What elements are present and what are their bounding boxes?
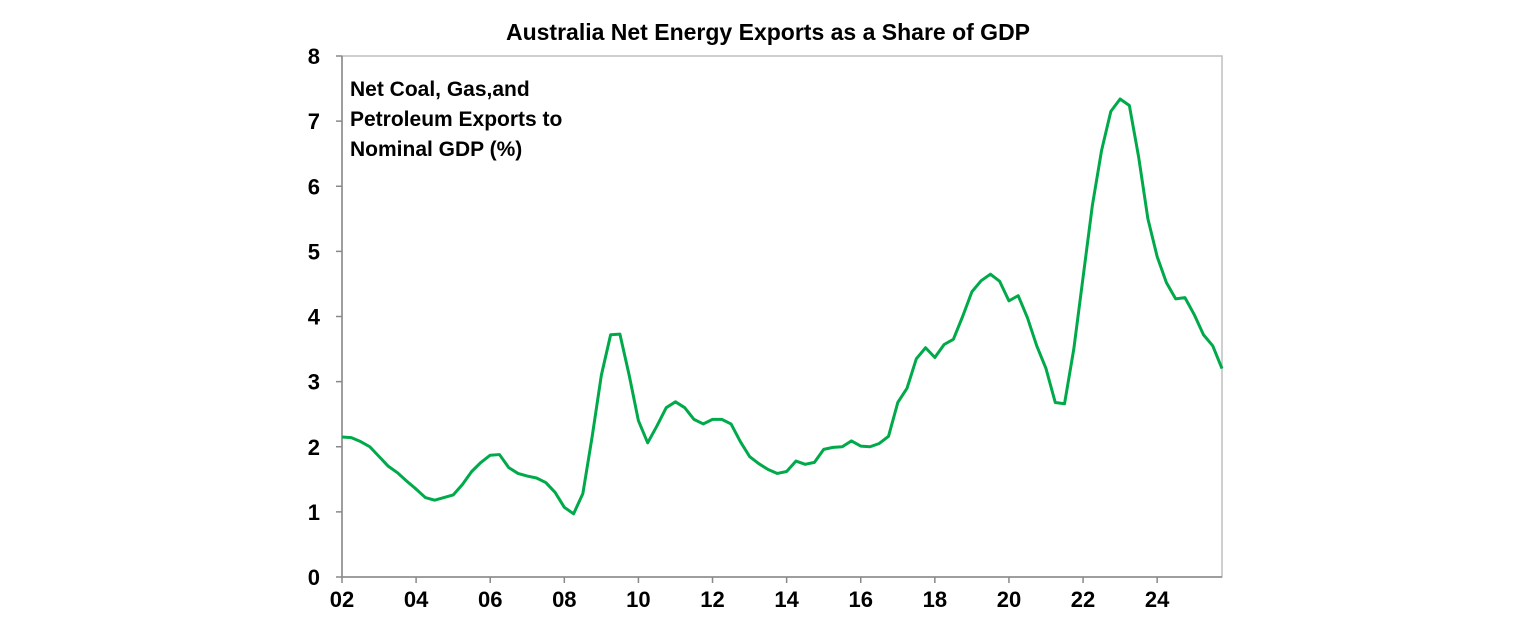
x-tick-label: 22	[1071, 587, 1095, 612]
y-tick-label: 8	[308, 44, 320, 69]
series	[342, 99, 1222, 514]
x-tick-label: 10	[626, 587, 650, 612]
series-line	[342, 99, 1222, 514]
x-tick-label: 16	[848, 587, 872, 612]
y-tick-label: 5	[308, 239, 320, 264]
x-tick-label: 12	[700, 587, 724, 612]
plot-frame	[342, 56, 1222, 577]
chart-title: Australia Net Energy Exports as a Share …	[506, 19, 1030, 45]
y-tick-label: 7	[308, 109, 320, 134]
x-tick-label: 08	[552, 587, 576, 612]
x-tick-label: 06	[478, 587, 502, 612]
y-axis: 0 1 2 3 4 5 6 7 8	[308, 44, 342, 590]
x-tick-label: 24	[1145, 587, 1170, 612]
x-tick-label: 18	[923, 587, 947, 612]
annotation-line: Net Coal, Gas,and	[350, 78, 530, 101]
y-tick-label: 6	[308, 174, 320, 199]
y-tick-label: 4	[308, 305, 321, 330]
annotation-line: Nominal GDP (%)	[350, 138, 522, 161]
y-tick-label: 3	[308, 370, 320, 395]
annotation-line: Petroleum Exports to	[350, 108, 562, 131]
y-tick-label: 1	[308, 500, 320, 525]
x-tick-label: 02	[330, 587, 354, 612]
y-tick-label: 2	[308, 435, 320, 460]
x-tick-label: 14	[774, 587, 799, 612]
x-tick-label: 20	[997, 587, 1021, 612]
y-tick-label: 0	[308, 565, 320, 590]
x-tick-label: 04	[404, 587, 429, 612]
x-axis: 02 04 06 08 10 12 14 16 18 20 22 24	[330, 577, 1222, 612]
annotation: Net Coal, Gas,and Petroleum Exports to N…	[350, 78, 562, 161]
